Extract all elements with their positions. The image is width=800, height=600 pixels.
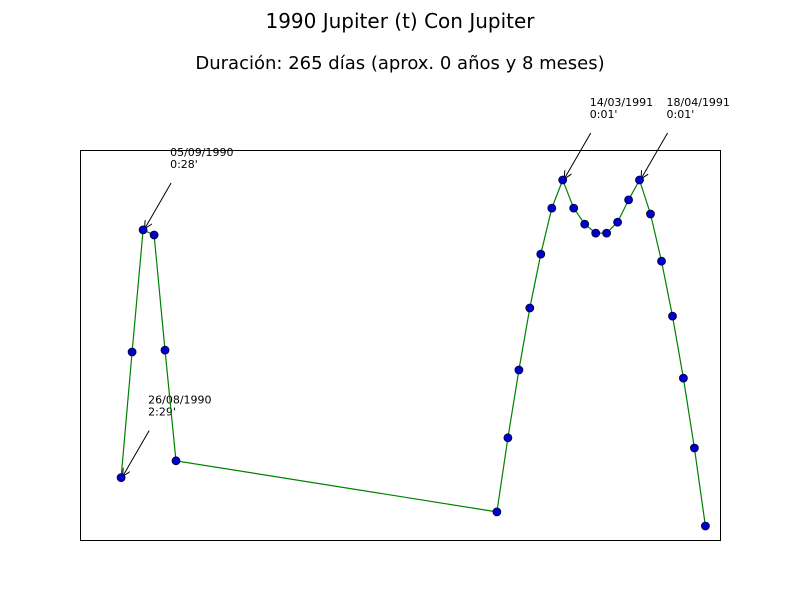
data-point (668, 311, 677, 321)
data-point (635, 175, 644, 185)
annotation-arrow (123, 430, 150, 476)
data-point (580, 219, 590, 229)
data-point (690, 443, 699, 453)
data-point (536, 249, 546, 259)
annotation-arrow (145, 182, 172, 228)
data-point (492, 507, 502, 517)
data-point (149, 230, 159, 240)
data-point (602, 228, 611, 238)
data-point (679, 373, 688, 383)
annotation-date: 18/04/1991 (667, 96, 730, 109)
chart-subtitle: Duración: 265 días (aprox. 0 años y 8 me… (195, 53, 604, 74)
data-point (624, 195, 633, 205)
data-point (558, 175, 568, 185)
annotation-arrow (565, 132, 592, 178)
data-point (160, 345, 170, 355)
data-point (613, 217, 622, 227)
data-point (591, 228, 601, 238)
data-point (525, 303, 535, 313)
plot-frame (80, 150, 721, 541)
annotation-date: 05/09/1990 (170, 146, 233, 159)
data-point (503, 433, 513, 443)
data-point (657, 256, 666, 266)
data-point (547, 203, 557, 213)
data-point (138, 225, 148, 235)
annotation-value: 0:01' (667, 108, 695, 121)
annotation-value: 0:01' (590, 108, 618, 121)
annotation-value: 2:29' (148, 406, 176, 419)
data-point (701, 521, 710, 531)
data-point (514, 365, 524, 375)
data-point (127, 347, 137, 357)
annotation-date: 26/08/1990 (148, 394, 211, 407)
chart-title: 1990 Jupiter (t) Con Jupiter (265, 9, 535, 33)
data-points (116, 175, 710, 531)
data-point (171, 456, 181, 466)
data-point (116, 473, 126, 483)
annotation-arrow (642, 132, 668, 178)
data-point (569, 203, 579, 213)
annotation-date: 14/03/1991 (590, 96, 653, 109)
data-point (646, 209, 655, 219)
series-line (120, 178, 706, 527)
annotation-value: 0:28' (170, 158, 198, 171)
